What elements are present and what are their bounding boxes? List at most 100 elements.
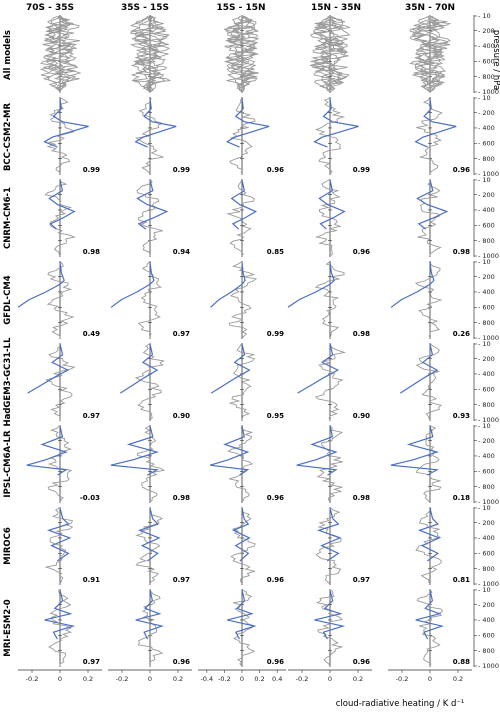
reference-line <box>44 343 76 421</box>
correlation-label: 0.94 <box>173 248 190 256</box>
column-title: 35S - 15S <box>121 3 169 13</box>
pressure-tick-label: - 400 <box>478 206 495 214</box>
correlation-label: 0.96 <box>267 166 284 174</box>
pressure-tick-label: - 600 <box>478 303 495 311</box>
row-label: CNRM-CM6-1 <box>3 187 13 249</box>
pressure-tick-label: - 1000 <box>478 252 499 260</box>
row-label: HadGEM3-GC31-LL <box>3 337 13 427</box>
model-line <box>110 425 160 476</box>
correlation-label: 0.85 <box>267 248 284 256</box>
model-line <box>136 179 169 230</box>
reference-line <box>315 507 342 585</box>
reference-line <box>134 343 165 421</box>
reference-line <box>416 97 444 175</box>
reference-line <box>130 15 170 93</box>
pressure-tick-label: - 10 <box>478 340 491 348</box>
correlation-label: -0.03 <box>80 494 100 502</box>
reference-line <box>46 261 75 339</box>
x-tick-label: 0.2 <box>173 675 183 683</box>
x-tick-label: 0.2 <box>453 675 463 683</box>
panel: 0.98 <box>296 425 370 503</box>
reference-line <box>136 179 163 257</box>
pressure-tick-label: - 10 <box>478 258 491 266</box>
pressure-tick-label: - 600 <box>478 139 495 147</box>
pressure-tick-label: - 800 <box>478 647 495 655</box>
reference-line <box>316 589 344 667</box>
panel: 0.96 <box>314 179 370 257</box>
panel: 0.98 <box>416 179 470 257</box>
row-label: MIROC6 <box>3 527 13 565</box>
model-line <box>43 97 89 148</box>
correlation-label: 0.97 <box>173 330 190 338</box>
model-line <box>316 507 342 562</box>
x-tick-label: 0.2 <box>254 675 264 683</box>
x-tick-label: -0.2 <box>26 675 39 683</box>
pressure-tick-label: - 800 <box>478 319 495 327</box>
reference-line <box>225 15 260 93</box>
pressure-tick-label: - 10 <box>478 176 491 184</box>
reference-line <box>135 97 164 175</box>
model-line <box>287 261 335 308</box>
panel: 0.49 <box>17 261 100 339</box>
panel: 0.94 <box>136 179 190 257</box>
pressure-tick-label: - 400 <box>478 288 495 296</box>
correlation-label: 0.91 <box>83 576 100 584</box>
reference-line <box>40 15 74 93</box>
model-line <box>135 589 165 640</box>
pressure-tick-label: - 200 <box>478 601 495 609</box>
correlation-label: 0.96 <box>353 248 370 256</box>
x-tick-label: 0 <box>58 675 62 683</box>
pressure-tick-label: - 400 <box>478 42 495 50</box>
correlation-label: 0.97 <box>173 576 190 584</box>
model-line <box>210 261 246 308</box>
panel: 0.97 <box>27 343 100 421</box>
pressure-axis: - 10- 200- 400- 600- 800- 1000- 10- 200-… <box>473 12 499 670</box>
panel <box>409 15 452 93</box>
reference-line <box>413 16 451 93</box>
panel: 0.97 <box>44 589 100 667</box>
correlation-label: 0.81 <box>453 576 470 584</box>
pressure-tick-label: - 200 <box>478 273 495 281</box>
pressure-tick-label: - 400 <box>478 370 495 378</box>
panel: 0.99 <box>43 97 100 175</box>
model-line <box>230 179 258 230</box>
reference-line <box>39 15 80 93</box>
correlation-label: 0.99 <box>83 166 100 174</box>
panel: 0.96 <box>209 425 284 503</box>
reference-line <box>224 15 259 93</box>
model-line <box>44 589 76 640</box>
x-axis: -0.2 0 0.2 -0.2 0 0.2 -0.4 -0.2 0 0.2 0.4 -0.2 0 0.2 -… <box>18 669 472 683</box>
row-label: GFDL-CM4 <box>3 275 13 324</box>
reference-line <box>413 15 446 93</box>
pressure-tick-label: - 10 <box>478 586 491 594</box>
x-tick-label: 0 <box>328 675 332 683</box>
correlation-label: 0.99 <box>267 330 284 338</box>
panel: 0.18 <box>390 425 470 503</box>
reference-line <box>42 15 81 93</box>
correlation-label: 0.99 <box>353 166 370 174</box>
reference-line <box>416 589 444 667</box>
model-line <box>17 261 65 308</box>
reference-line <box>48 589 73 667</box>
model-line <box>48 179 76 230</box>
x-tick-label: -0.2 <box>116 675 129 683</box>
x-tick-label: 0.4 <box>272 675 282 683</box>
pressure-tick-label: - 800 <box>478 73 495 81</box>
correlation-label: 0.93 <box>453 412 470 420</box>
correlation-label: 0.96 <box>353 658 370 666</box>
reference-line <box>409 15 448 93</box>
pressure-tick-label: - 800 <box>478 483 495 491</box>
pressure-tick-label: - 1000 <box>478 88 499 96</box>
panel-grid: 0.99 0.99 0.96 0.99 0.96 0.98 0.94 0.85 0.96 0.98… <box>17 15 470 667</box>
correlation-label: 0.95 <box>267 412 284 420</box>
reference-line <box>137 425 166 503</box>
panel: 0.96 <box>227 589 284 667</box>
reference-line <box>226 15 258 93</box>
model-line <box>134 97 177 148</box>
panel: 0.88 <box>415 589 470 667</box>
reference-line <box>226 179 255 257</box>
x-tick-label: 0.2 <box>83 675 93 683</box>
reference-line <box>44 15 82 93</box>
correlation-label: 0.96 <box>453 166 470 174</box>
correlation-label: 0.96 <box>267 576 284 584</box>
